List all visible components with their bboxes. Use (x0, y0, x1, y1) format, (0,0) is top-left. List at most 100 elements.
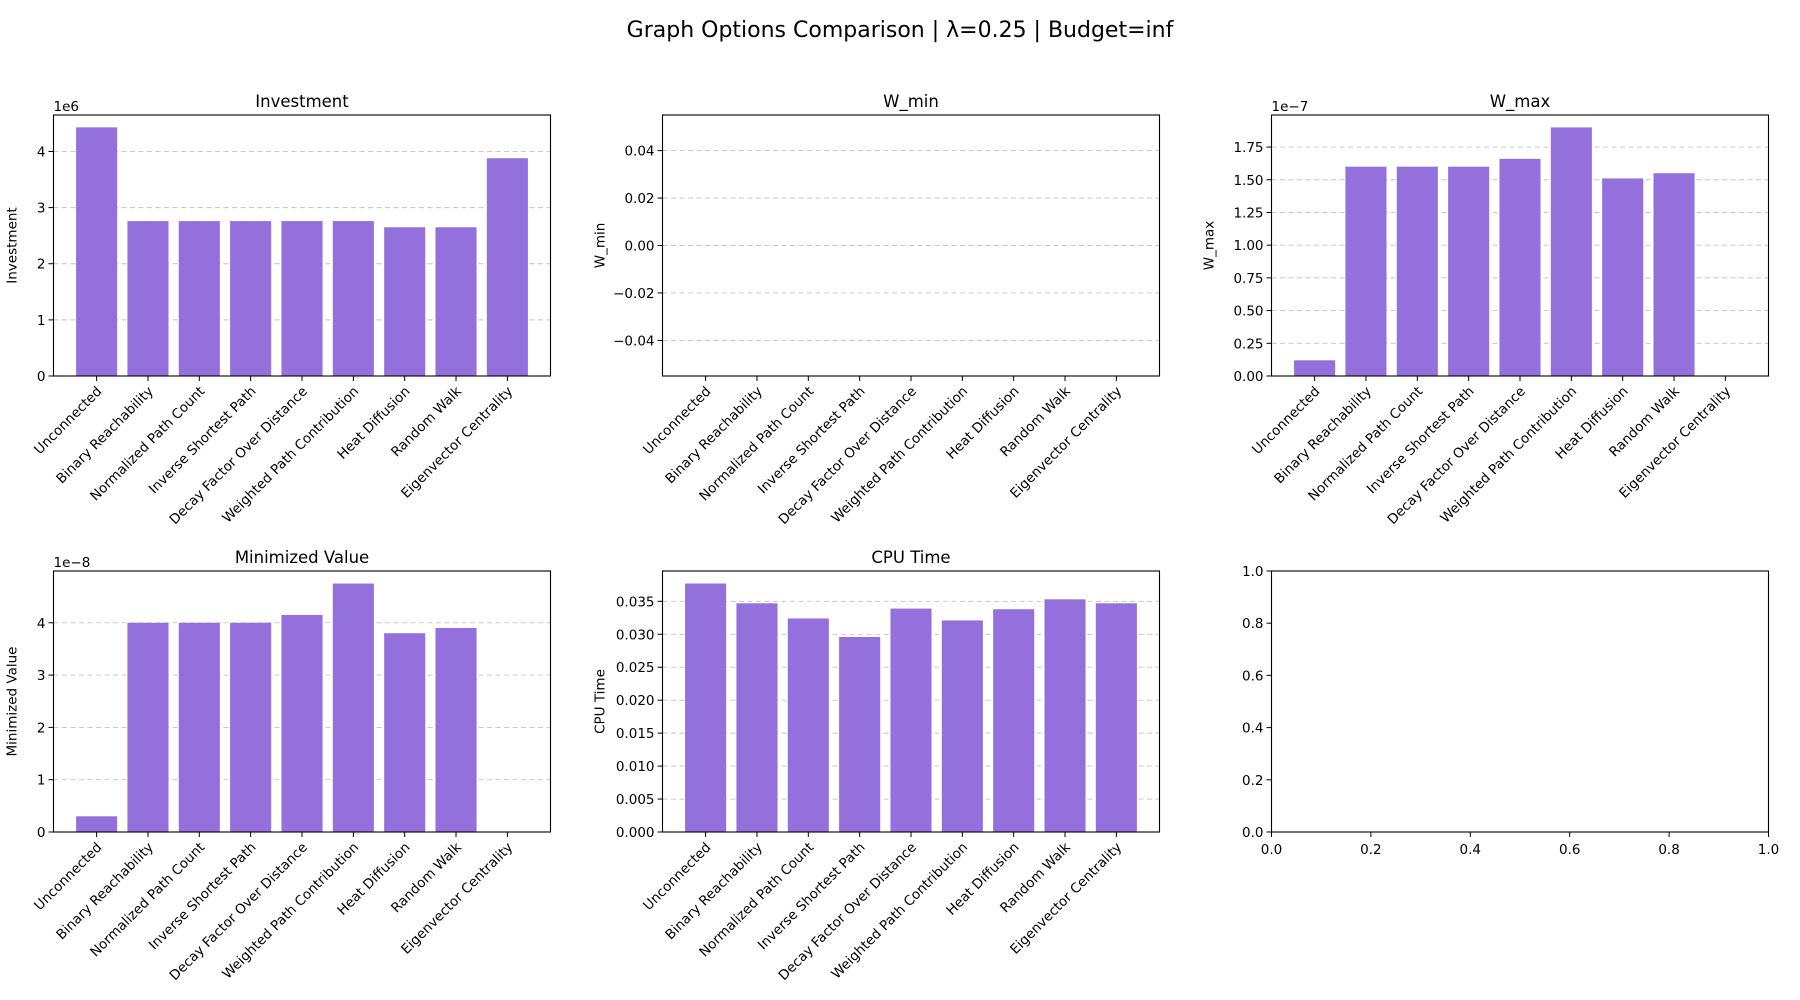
bar-2 (127, 622, 169, 832)
y-axis-label: Minimized Value (5, 647, 21, 757)
axes-frame (661, 570, 1161, 833)
figure-title: Graph Options Comparison | λ=0.25 | Budg… (627, 18, 1175, 43)
bar-7 (1602, 178, 1644, 376)
subplot-title: Minimized Value (235, 548, 369, 567)
y-tick-label: 1 (37, 313, 46, 329)
y-axis-label: Investment (5, 207, 21, 283)
y-tick-label: 0 (37, 825, 46, 841)
bar-8 (1044, 599, 1086, 832)
y-tick-label: 0.75 (1233, 271, 1263, 287)
bar-4 (230, 221, 272, 376)
y-tick-label: 0.000 (616, 825, 655, 841)
y-tick-label: 0.04 (624, 144, 654, 160)
y-tick-label: 0.00 (1233, 369, 1263, 385)
bar-7 (384, 227, 426, 376)
x-tick-label: Binary Reachability (53, 384, 157, 488)
bar-3 (178, 221, 220, 376)
y-tick-label: 0.020 (616, 693, 655, 709)
x-tick-label: 0.0 (1261, 842, 1282, 858)
bar-8 (1653, 173, 1695, 376)
subplot-title: W_max (1490, 92, 1551, 112)
x-tick-label: Binary Reachability (662, 384, 766, 488)
bar-4 (839, 636, 881, 832)
bar-3 (1396, 166, 1438, 376)
x-tick-label: Binary Reachability (53, 840, 157, 944)
subplot-title: Investment (255, 92, 349, 111)
bar-3 (787, 618, 829, 832)
bar-7 (993, 609, 1035, 832)
y-tick-label: 1.25 (1233, 205, 1263, 221)
bar-5 (890, 608, 932, 832)
x-tick-label: 0.8 (1658, 842, 1679, 858)
y-tick-label: 2 (37, 720, 46, 736)
bar-1 (1294, 360, 1336, 376)
y-tick-label: 2 (37, 257, 46, 273)
bar-3 (178, 622, 220, 832)
axis-offset-text: 1e6 (54, 99, 79, 115)
y-tick-label: 1.50 (1233, 173, 1263, 189)
bar-1 (76, 127, 118, 376)
bar-8 (435, 227, 477, 376)
bar-4 (230, 622, 272, 832)
y-tick-label: 1.75 (1233, 140, 1263, 156)
y-tick-label: 0.8 (1242, 616, 1263, 632)
y-tick-label: 3 (37, 201, 46, 217)
bar-8 (435, 628, 477, 832)
axes-frame (1270, 570, 1770, 833)
x-tick-label: Binary Reachability (662, 840, 766, 944)
y-tick-label: 3 (37, 668, 46, 684)
bar-6 (332, 221, 374, 376)
y-tick-label: 1.0 (1242, 564, 1263, 580)
y-tick-label: 0.015 (616, 726, 655, 742)
bar-9 (486, 158, 528, 376)
y-tick-label: 0.02 (624, 191, 654, 207)
x-tick-label: 0.2 (1360, 842, 1381, 858)
y-tick-label: 1 (37, 773, 46, 789)
y-tick-label: −0.02 (613, 286, 654, 302)
y-tick-label: 0.6 (1242, 668, 1263, 684)
y-tick-label: 0.0 (1242, 825, 1263, 841)
bar-9 (1095, 603, 1137, 832)
axes-frame (52, 570, 552, 833)
axis-offset-text: 1e−7 (1272, 99, 1309, 115)
bar-4 (1448, 166, 1490, 376)
bar-5 (1499, 158, 1541, 376)
subplot-title: W_min (883, 92, 939, 112)
bar-2 (736, 603, 778, 832)
y-tick-label: 0.00 (624, 239, 654, 255)
y-axis-label: W_max (1202, 221, 1218, 271)
bar-1 (685, 583, 727, 832)
y-tick-label: 1.00 (1233, 238, 1263, 254)
subplot-title: CPU Time (871, 548, 950, 567)
bar-1 (76, 816, 118, 832)
y-tick-label: 0 (37, 369, 46, 385)
y-tick-label: 0.2 (1242, 773, 1263, 789)
y-tick-label: 0.50 (1233, 304, 1263, 320)
bar-5 (281, 221, 323, 376)
x-tick-label: 0.4 (1460, 842, 1481, 858)
bar-6 (332, 583, 374, 832)
bar-5 (281, 614, 323, 832)
y-tick-label: 4 (37, 616, 46, 632)
y-axis-label: CPU Time (593, 669, 609, 734)
y-tick-label: 0.25 (1233, 336, 1263, 352)
axes-frame (661, 114, 1161, 377)
x-tick-label: 0.6 (1559, 842, 1580, 858)
subplot-6: 0.0 0.2 0.4 0.6 0.8 1.0 0.0 0.2 0.4 0.6 0.8 1.0 (1242, 564, 1779, 858)
y-tick-label: 0.4 (1242, 721, 1263, 737)
y-tick-label: 0.035 (616, 594, 655, 610)
axes-frame (1270, 114, 1770, 377)
bar-2 (1345, 166, 1387, 376)
y-tick-label: 0.005 (616, 792, 655, 808)
bar-6 (941, 620, 983, 832)
y-tick-label: 0.030 (616, 627, 655, 643)
x-tick-label: 1.0 (1758, 842, 1779, 858)
y-axis-label: W_min (593, 223, 609, 269)
y-tick-label: −0.04 (613, 333, 654, 349)
bar-2 (127, 221, 169, 376)
x-tick-label: Binary Reachability (1271, 384, 1375, 488)
